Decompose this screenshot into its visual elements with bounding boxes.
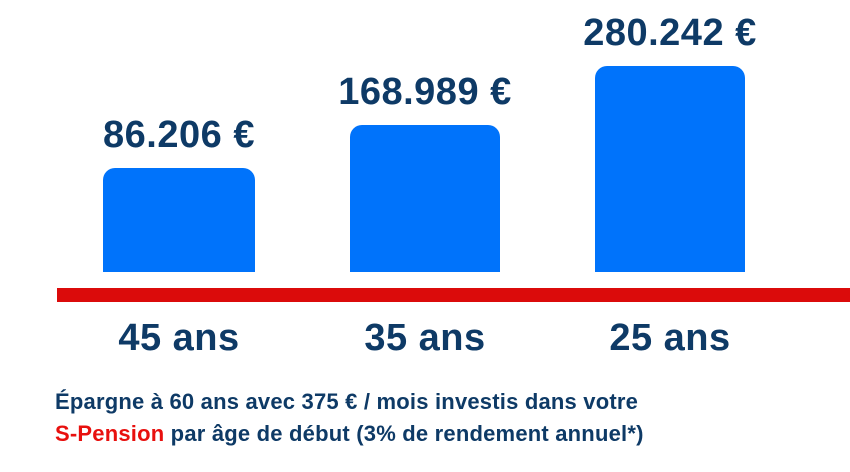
x-axis-label-25-ans: 25 ans [609, 317, 731, 359]
caption-brand-s-pension: S-Pension [55, 421, 165, 446]
caption-line1: Épargne à 60 ans avec 375 € / mois inves… [55, 389, 639, 414]
bar-25-ans [595, 66, 745, 272]
bar-value-label-35-ans: 168.989 € [338, 71, 512, 113]
bar-45-ans [103, 168, 255, 272]
bar-35-ans [350, 125, 500, 272]
x-axis-label-45-ans: 45 ans [118, 317, 240, 359]
x-axis-line [57, 288, 850, 302]
chart-caption: Épargne à 60 ans avec 375 € / mois inves… [55, 386, 644, 450]
caption-line2: par âge de début (3% de rendement annuel… [164, 421, 644, 446]
bar-value-label-45-ans: 86.206 € [103, 114, 255, 156]
x-axis-label-35-ans: 35 ans [364, 317, 486, 359]
bar-value-label-25-ans: 280.242 € [583, 12, 757, 54]
